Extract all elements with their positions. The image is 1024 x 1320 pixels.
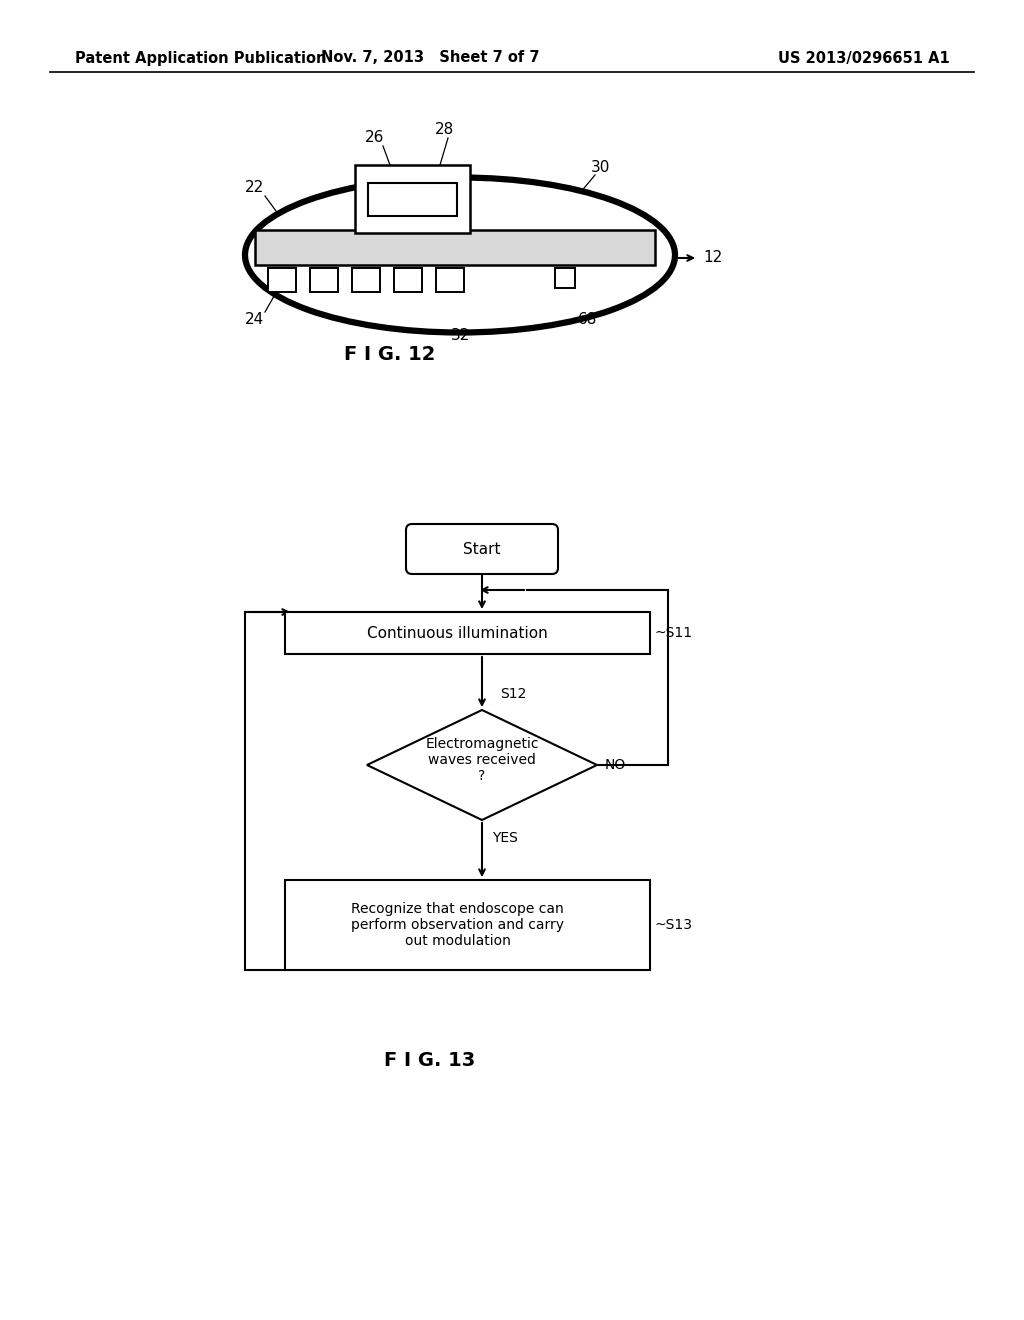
Text: 30: 30 [590,161,609,176]
Text: YES: YES [492,832,518,845]
Text: F I G. 12: F I G. 12 [344,346,435,364]
Text: 12: 12 [703,251,722,265]
Text: NO: NO [605,758,627,772]
Text: US 2013/0296651 A1: US 2013/0296651 A1 [778,50,950,66]
Text: Continuous illumination: Continuous illumination [368,626,548,640]
Text: S12: S12 [500,686,526,701]
Text: 68: 68 [579,313,598,327]
Bar [268,268,296,292]
Text: 26: 26 [366,131,385,145]
Text: ~S13: ~S13 [655,917,693,932]
Bar [355,165,470,234]
Text: 28: 28 [435,123,455,137]
Text: F I G. 13: F I G. 13 [384,1051,475,1069]
Text: ~S11: ~S11 [655,626,693,640]
Bar [310,268,338,292]
Bar [352,268,380,292]
Text: 22: 22 [246,181,264,195]
Bar [368,183,457,216]
Ellipse shape [245,177,675,333]
Text: 24: 24 [246,313,264,327]
Text: Recognize that endoscope can
perform observation and carry
out modulation: Recognize that endoscope can perform obs… [351,902,564,948]
Text: 32: 32 [451,327,470,342]
Text: Electromagnetic
waves received
?: Electromagnetic waves received ? [425,737,539,783]
Bar [394,268,422,292]
Bar [285,612,650,653]
Text: Patent Application Publication: Patent Application Publication [75,50,327,66]
Text: Nov. 7, 2013   Sheet 7 of 7: Nov. 7, 2013 Sheet 7 of 7 [321,50,540,66]
Bar [555,268,575,288]
Bar [285,880,650,970]
Polygon shape [367,710,597,820]
Bar [255,230,655,265]
Bar [436,268,464,292]
FancyBboxPatch shape [406,524,558,574]
Text: Start: Start [463,541,501,557]
